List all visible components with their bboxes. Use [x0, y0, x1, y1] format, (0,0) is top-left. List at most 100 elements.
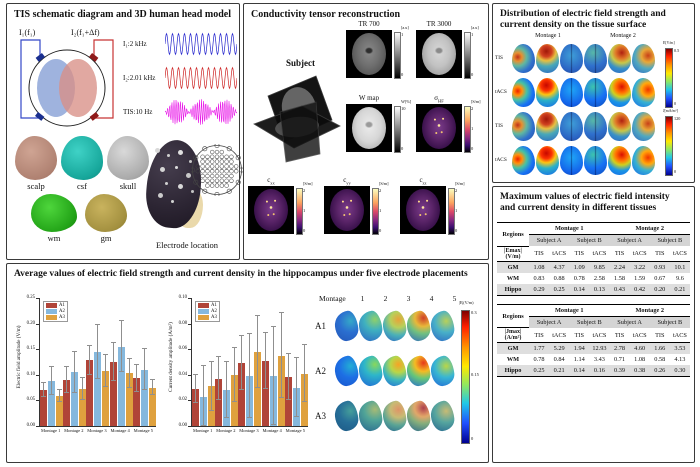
- bar-wrapper: [284, 298, 292, 426]
- error-bar: [51, 367, 53, 395]
- electrode-circle: [229, 154, 234, 159]
- value-cell: 0.67: [654, 274, 666, 282]
- table-data-row: GM 1.08 4.37 1.09 9.85 2.24 3.22 0.93 10.1: [497, 261, 690, 273]
- measure-cell: |Emax|(V/m): [504, 247, 522, 260]
- y-tick-mark: [36, 374, 39, 376]
- legend-label: A1: [211, 303, 217, 308]
- value-cell: 0.42: [629, 283, 650, 296]
- emax-table-container: Regions Montage 1 Montage 2 Subject A Subjec…: [493, 222, 694, 296]
- electrode-circle: [229, 159, 234, 164]
- montage-grid-header: Montage 1 2 3 4 5: [319, 294, 487, 303]
- bar: [261, 360, 269, 426]
- wmap-label: W map: [358, 94, 380, 102]
- brain-surface-image: [512, 111, 535, 141]
- bar-wrapper: [215, 298, 223, 426]
- electrode-circle: [219, 159, 224, 164]
- bar: [215, 378, 223, 426]
- error-bar: [97, 325, 99, 380]
- condition-cell: tACS: [552, 250, 567, 258]
- bar-wrapper: [292, 298, 300, 426]
- electrode-circle: [200, 159, 205, 164]
- error-bar: [218, 356, 220, 401]
- error-cap-bottom: [216, 399, 222, 401]
- efield-cb-unit: E[V/m]: [663, 41, 675, 45]
- cyy-label: c: [343, 176, 347, 184]
- legend-label: A2: [59, 309, 65, 314]
- max-values-table: Regions Montage 1 Montage 2 Subject A Subjec…: [497, 303, 690, 378]
- montage-row: A3: [315, 393, 487, 438]
- value-cell: 1.08: [529, 261, 550, 273]
- bar-group: [132, 298, 156, 426]
- tr700-cb-unit: [a.u]: [401, 25, 409, 30]
- electrode-circle: [210, 169, 215, 174]
- y-tick-mark: [188, 349, 191, 351]
- bar-group: [109, 298, 133, 426]
- montage-header-cell: Montage 2: [609, 222, 690, 236]
- czz-cb-unit: [S/m]: [455, 181, 465, 186]
- condition-cell: TIS: [574, 331, 585, 339]
- electrode-circle: [210, 154, 215, 159]
- tr3000-label: TR 3000: [426, 20, 452, 28]
- brain-surface-image: [560, 43, 583, 73]
- error-cap-bottom: [64, 391, 70, 393]
- hippocampus-image: [429, 309, 456, 342]
- montage2-header: Montage 2: [610, 33, 636, 39]
- error-cap-bottom: [57, 401, 63, 403]
- subject-header-cell: Subject B: [569, 234, 610, 247]
- bar: [132, 378, 140, 426]
- electrode-circle: [205, 169, 210, 174]
- x-tick-label: Montage 4: [262, 428, 282, 433]
- electrode-circle: [224, 183, 229, 188]
- brain-surface-image: [512, 43, 535, 73]
- panel-average-title: Average values of electric field strengt…: [14, 269, 468, 279]
- condition-header-row: |Jmax|(A/m²) TIS tACS TIS tACS TIS tACS TIS tACS: [497, 328, 690, 343]
- bar: [238, 363, 246, 426]
- y-tick-label: 0.10: [26, 371, 35, 377]
- wmap-cb-top: 10: [401, 106, 406, 111]
- csf-label: csf: [77, 181, 87, 191]
- value-cell: 0.25: [529, 365, 550, 377]
- distribution-grid: TIS tACS TIS tACS: [495, 41, 656, 177]
- error-bar: [82, 377, 84, 401]
- error-cap-bottom: [255, 386, 261, 388]
- electrode-circle: [192, 145, 242, 195]
- electrode-circle: [226, 188, 232, 194]
- error-bar: [135, 365, 137, 392]
- error-cap-bottom: [118, 371, 124, 373]
- tr3000-cb-top: 1: [471, 32, 474, 37]
- gm-model-image: [85, 194, 127, 232]
- legend-label: A2: [211, 309, 217, 314]
- condition-cell: tACS: [592, 250, 607, 258]
- bar-wrapper: [246, 298, 254, 426]
- error-bar: [226, 362, 228, 419]
- waveform-row-i1: I₁:2 kHz: [123, 30, 239, 58]
- hippocampus-image: [381, 399, 408, 432]
- table-data-row: Hippo 0.25 0.21 0.14 0.16 0.39 0.38 0.26 0.30: [497, 365, 690, 377]
- subject-header-cell: Subject B: [649, 316, 690, 328]
- scalp-model-image: [15, 136, 57, 180]
- hippocampus-image: [357, 399, 384, 432]
- montage-number: 3: [406, 294, 411, 303]
- bar: [48, 380, 56, 426]
- value-cell: 4.37: [549, 261, 570, 273]
- wave-path: [165, 99, 237, 125]
- brain-surface-image: [608, 43, 631, 73]
- electrode-blue-top: [35, 52, 45, 62]
- bar-wrapper: [223, 298, 231, 426]
- value-cell: 0.16: [589, 365, 610, 377]
- bar: [284, 377, 292, 426]
- cyy-cb-unit: [S/m]: [379, 181, 389, 186]
- value-cell: 0.78: [573, 274, 585, 282]
- condition-cell: tACS: [672, 250, 687, 258]
- electrode-circle: [229, 173, 234, 179]
- panel-conductivity-title: Conductivity tensor reconstruction: [251, 9, 401, 20]
- panel-distribution-title: Distribution of electric field strength …: [500, 9, 666, 31]
- value-cell: 1.77: [529, 342, 550, 355]
- legend-label: A1: [59, 303, 65, 308]
- error-bar: [249, 333, 251, 419]
- value-cell: 1.08: [634, 356, 646, 364]
- bar: [117, 346, 125, 426]
- error-cap-bottom: [149, 393, 155, 395]
- value-cell: 1.66: [649, 342, 670, 355]
